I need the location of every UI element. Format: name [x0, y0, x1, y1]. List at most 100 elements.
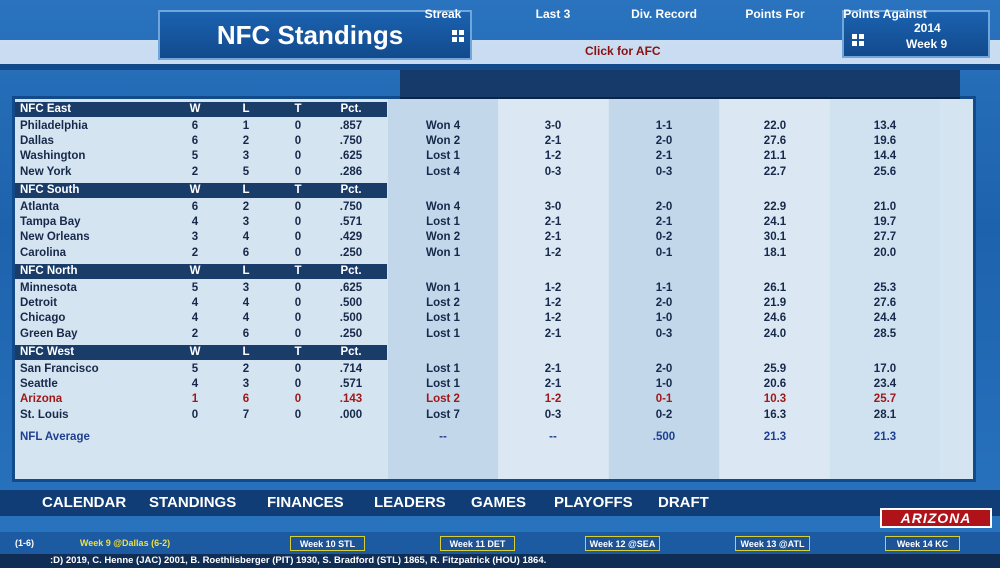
team-pa: 19.6 [873, 135, 897, 148]
team-record: (1-6) [15, 538, 35, 548]
team-l: 5 [242, 165, 250, 178]
team-name[interactable]: Chicago [20, 312, 66, 325]
team-name[interactable]: Tampa Bay [20, 216, 81, 229]
team-pf: 16.3 [763, 408, 787, 421]
team-streak: Won 2 [425, 135, 461, 148]
team-t: 0 [294, 246, 302, 259]
team-pf: 30.1 [763, 231, 787, 244]
record-column-header: L [242, 103, 250, 115]
team-pf: 10.3 [763, 393, 787, 406]
team-name[interactable]: Dallas [20, 135, 54, 148]
season: 2014 [914, 21, 941, 35]
week-tab[interactable]: Week 12 @SEA [585, 536, 660, 551]
column-stripe [388, 99, 498, 479]
team-t: 0 [294, 393, 302, 406]
column-stripe [720, 99, 830, 479]
menu-icon[interactable] [852, 34, 864, 46]
team-pf: 25.9 [763, 363, 787, 375]
team-div-record: 1-1 [655, 120, 673, 132]
team-streak: Lost 1 [426, 363, 460, 375]
team-pa: 27.6 [873, 297, 897, 310]
average-streak: -- [439, 431, 447, 443]
team-name[interactable]: St. Louis [20, 408, 69, 421]
team-last3: 2-1 [544, 231, 562, 244]
record-column-header: T [294, 184, 302, 196]
division-name: NFC North [20, 265, 78, 277]
average-div-record: .500 [652, 431, 676, 443]
team-name[interactable]: Seattle [20, 378, 58, 391]
team-pct: .500 [339, 297, 363, 310]
team-w: 6 [191, 120, 199, 132]
team-pf: 24.6 [763, 312, 787, 325]
week-tab[interactable]: Week 10 STL [290, 536, 365, 551]
team-l: 4 [242, 297, 250, 310]
team-pf: 22.9 [763, 201, 787, 213]
team-name[interactable]: New York [20, 165, 72, 178]
team-last3: 2-1 [544, 135, 562, 148]
team-w: 5 [191, 363, 199, 375]
column-header: Points For [745, 7, 805, 21]
team-div-record: 2-0 [655, 363, 673, 375]
team-name[interactable]: San Francisco [20, 363, 99, 375]
team-name[interactable]: New Orleans [20, 231, 90, 244]
team-name[interactable]: Minnesota [20, 282, 77, 294]
team-t: 0 [294, 378, 302, 391]
team-last3: 0-3 [544, 408, 562, 421]
team-w: 3 [191, 231, 199, 244]
team-div-record: 1-1 [655, 282, 673, 294]
team-pa: 20.0 [873, 246, 897, 259]
nav-item[interactable]: FINANCES [267, 494, 344, 511]
week-tab[interactable]: Week 9 @Dallas (6-2) [79, 538, 171, 548]
team-name[interactable]: Arizona [20, 393, 63, 406]
team-div-record: 1-0 [655, 312, 673, 325]
team-name[interactable]: Carolina [20, 246, 67, 259]
team-name[interactable]: Green Bay [20, 327, 78, 340]
team-pct: .250 [339, 246, 363, 259]
nav-item[interactable]: LEADERS [374, 494, 446, 511]
nav-item[interactable]: PLAYOFFS [554, 494, 633, 511]
column-header: Last 3 [535, 7, 571, 21]
team-streak: Lost 1 [426, 216, 460, 229]
nav-item[interactable]: GAMES [471, 494, 527, 511]
team-pct: .750 [339, 201, 363, 213]
team-div-record: 0-3 [655, 165, 673, 178]
team-name[interactable]: Washington [20, 150, 86, 163]
team-logo[interactable]: ARIZONA [880, 508, 992, 528]
team-pf: 21.9 [763, 297, 787, 310]
menu-icon[interactable] [452, 30, 464, 42]
team-t: 0 [294, 231, 302, 244]
team-name[interactable]: Philadelphia [20, 120, 88, 132]
team-l: 3 [242, 150, 250, 163]
team-name[interactable]: Atlanta [20, 201, 59, 213]
team-last3: 1-2 [544, 282, 562, 294]
team-name[interactable]: Detroit [20, 297, 58, 310]
afc-link[interactable]: Click for AFC [585, 44, 661, 58]
team-last3: 2-1 [544, 378, 562, 391]
team-l: 3 [242, 378, 250, 391]
team-w: 5 [191, 282, 199, 294]
team-w: 4 [191, 312, 199, 325]
team-t: 0 [294, 201, 302, 213]
record-column-header: T [294, 346, 302, 358]
week-tab[interactable]: Week 11 DET [440, 536, 515, 551]
division-header [15, 345, 387, 360]
team-pct: .571 [339, 378, 363, 391]
nav-item[interactable]: CALENDAR [42, 494, 127, 511]
team-l: 3 [242, 282, 250, 294]
team-t: 0 [294, 363, 302, 375]
team-div-record: 1-0 [655, 378, 673, 391]
page-title: NFC Standings [216, 20, 404, 50]
week-tab[interactable]: Week 14 KC [885, 536, 960, 551]
team-t: 0 [294, 216, 302, 229]
team-t: 0 [294, 312, 302, 325]
nav-item[interactable]: STANDINGS [149, 494, 237, 511]
record-column-header: L [242, 184, 250, 196]
week-tab[interactable]: Week 13 @ATL [735, 536, 810, 551]
team-t: 0 [294, 150, 302, 163]
team-w: 2 [191, 165, 199, 178]
title-box: NFC Standings [158, 10, 472, 60]
record-column-header: L [242, 265, 250, 277]
team-div-record: 2-1 [655, 150, 673, 163]
nav-item[interactable]: DRAFT [658, 494, 709, 511]
